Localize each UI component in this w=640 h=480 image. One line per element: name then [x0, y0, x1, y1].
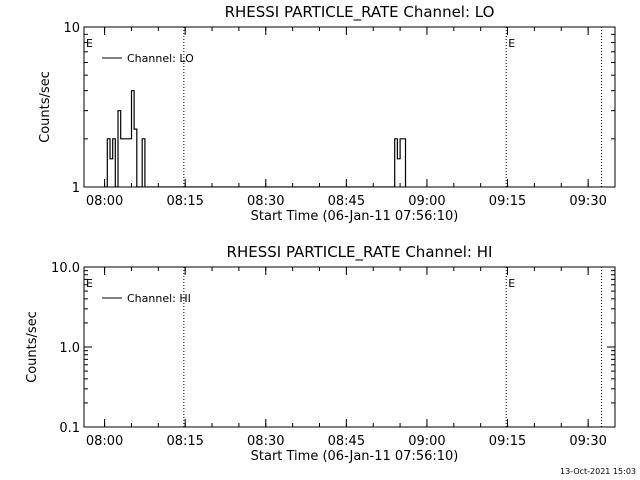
chart2-legend-entry: Channel: HI	[127, 292, 191, 305]
chart2-x-tick-label: 08:45	[328, 434, 365, 449]
chart1-series-line	[104, 90, 407, 187]
chart1-plot-frame	[83, 26, 616, 188]
chart1-x-tick-label: 09:00	[408, 194, 445, 209]
chart2-x-tick-label: 08:30	[247, 434, 284, 449]
chart1-legend-entry: Channel: LO	[127, 52, 194, 65]
chart1-y-axis-label: Counts/sec	[38, 71, 53, 143]
generation-timestamp: 13-Oct-2021 15:03	[560, 467, 636, 476]
chart1-x-axis-label: Start Time (06-Jan-11 07:56:10)	[251, 209, 459, 224]
chart2-y-axis-label: Counts/sec	[25, 311, 40, 383]
chart1-x-tick-label: 09:15	[489, 194, 526, 209]
chart1-y-tick-label: 10	[63, 21, 80, 36]
chart2-event-marker-label: E	[86, 277, 93, 290]
chart1-x-tick-label: 08:15	[166, 194, 203, 209]
chart2-x-tick-label: 09:15	[489, 434, 526, 449]
chart2-x-tick-label: 08:00	[86, 434, 123, 449]
chart1-event-marker-label: E	[86, 37, 93, 50]
chart2-y-tick-label: 0.1	[59, 421, 80, 436]
chart2-y-tick-label: 10.0	[51, 261, 80, 276]
chart2-title: RHESSI PARTICLE_RATE Channel: HI	[227, 243, 493, 262]
chart1-x-tick-label: 09:30	[569, 194, 606, 209]
chart1-event-marker-label: E	[508, 37, 515, 50]
chart2-y-tick-label: 1.0	[59, 341, 80, 356]
chart1-x-tick-label: 08:00	[86, 194, 123, 209]
chart1-y-tick-label: 1	[72, 181, 80, 196]
chart1-x-tick-label: 08:30	[247, 194, 284, 209]
chart2-x-tick-label: 09:00	[408, 434, 445, 449]
chart2-event-marker-label: E	[508, 277, 515, 290]
chart1-x-tick-label: 08:45	[328, 194, 365, 209]
chart2-plot-frame	[83, 266, 616, 428]
chart2-x-tick-label: 09:30	[569, 434, 606, 449]
chart1-title: RHESSI PARTICLE_RATE Channel: LO	[225, 3, 495, 22]
chart2-x-axis-label: Start Time (06-Jan-11 07:56:10)	[251, 449, 459, 464]
chart2-x-tick-label: 08:15	[166, 434, 203, 449]
